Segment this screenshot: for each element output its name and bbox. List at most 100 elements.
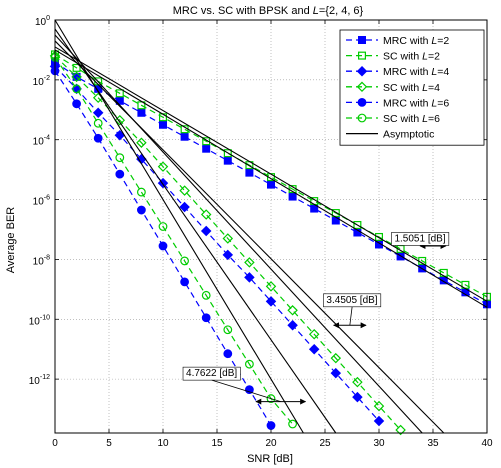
marker-square	[245, 168, 254, 177]
marker-square	[358, 35, 367, 44]
marker-diamond	[222, 249, 234, 261]
marker-circle	[136, 187, 146, 197]
annotation-label: 1.5051 [dB]	[394, 233, 445, 244]
marker-circle	[201, 313, 211, 323]
marker-diamond	[352, 391, 363, 403]
annotation-leader	[211, 379, 281, 402]
marker-square	[358, 51, 367, 60]
marker-diamond	[136, 137, 147, 148]
marker-circle	[158, 241, 168, 251]
asymptote-line	[54, 49, 488, 308]
marker-square	[288, 192, 297, 201]
marker-diamond	[373, 415, 385, 427]
marker-circle	[223, 325, 233, 335]
series-4	[50, 66, 276, 430]
series-asymptotic	[54, 19, 488, 434]
legend-entry-1: SC with L=2	[346, 51, 440, 63]
asymptote-line	[54, 40, 445, 434]
marker-square	[202, 144, 211, 153]
marker-square	[375, 232, 384, 241]
marker-circle	[93, 118, 103, 128]
legend-entry-0: MRC with L=2	[346, 35, 449, 47]
y-tick-label: 10-6	[33, 195, 50, 208]
annotation-2: 4.7622 [dB]	[182, 366, 307, 405]
marker-circle	[93, 133, 103, 143]
marker-diamond	[92, 107, 104, 119]
annotation-layer: 1.5051 [dB] 3.4505 [dB] 4.7622 [dB]	[182, 232, 450, 405]
marker-diamond	[373, 400, 385, 412]
marker-diamond	[308, 328, 320, 340]
marker-diamond	[244, 257, 255, 268]
marker-diamond	[330, 352, 342, 364]
legend-label: MRC with L=2	[383, 35, 449, 47]
marker-square	[202, 137, 211, 146]
marker-diamond	[308, 343, 320, 355]
marker-circle	[223, 349, 233, 359]
y-tick-label: 10-2	[33, 75, 50, 88]
x-tick-label: 25	[319, 438, 331, 449]
y-tick-label: 10-12	[29, 374, 50, 387]
marker-diamond	[244, 272, 255, 283]
marker-square	[223, 149, 232, 158]
marker-square	[267, 180, 276, 189]
legend-label: SC with L=2	[383, 51, 440, 63]
marker-diamond	[200, 225, 212, 237]
marker-diamond	[157, 161, 169, 172]
y-tick-label: 10-8	[33, 254, 50, 267]
legend-label: Asymptotic	[383, 129, 434, 141]
marker-circle	[72, 84, 81, 94]
x-axis-label: SNR [dB]	[247, 453, 293, 465]
x-tick-label: 10	[157, 438, 169, 449]
marker-square	[331, 209, 340, 218]
marker-diamond	[352, 376, 363, 388]
marker-circle	[180, 256, 190, 266]
legend-label: MRC with L=6	[383, 97, 449, 109]
series-layer	[49, 50, 492, 436]
x-tick-label: 0	[52, 438, 58, 449]
marker-square	[223, 156, 232, 165]
legend-entry-3: SC with L=4	[346, 81, 440, 94]
y-tick-label: 10-10	[29, 314, 50, 327]
legend-label: MRC with L=4	[383, 66, 449, 78]
asymptote-line	[54, 28, 337, 434]
marker-circle	[72, 99, 81, 109]
y-axis-label: Average BER	[5, 207, 17, 274]
series-line	[54, 57, 294, 425]
marker-circle	[357, 113, 367, 123]
axes: 0 5 10 15 20 25 30 35 40 100 10-2 10-4 10-6 10-8 10-10…	[29, 15, 493, 449]
annotation-label: 3.4505 [dB]	[326, 295, 377, 306]
marker-square	[115, 89, 124, 98]
marker-circle	[180, 277, 190, 287]
x-tick-label: 5	[106, 438, 112, 449]
legend-entry-4: MRC with L=6	[346, 97, 449, 109]
marker-diamond	[287, 320, 298, 331]
marker-square	[137, 108, 146, 117]
y-tick-label: 10-4	[33, 135, 50, 148]
marker-diamond	[330, 367, 342, 379]
marker-circle	[136, 205, 146, 215]
marker-square	[353, 221, 362, 230]
marker-diamond	[395, 424, 406, 436]
marker-diamond	[179, 185, 190, 196]
asymptotic-layer	[54, 19, 488, 434]
marker-diamond	[287, 305, 298, 316]
annotation-0: 1.5051 [dB]	[391, 232, 450, 249]
marker-circle	[288, 419, 298, 429]
marker-square	[310, 204, 319, 213]
marker-diamond	[179, 201, 190, 213]
marker-diamond	[265, 281, 277, 292]
asymptote-line	[54, 46, 488, 302]
marker-diamond	[114, 129, 126, 141]
series-2	[49, 61, 385, 427]
marker-circle	[357, 97, 367, 107]
annotation-leader	[349, 306, 353, 326]
marker-square	[159, 120, 168, 129]
marker-diamond	[200, 209, 212, 220]
chart-title: MRC vs. SC with BPSK and L={2, 4, 6}	[173, 5, 364, 17]
marker-diamond	[265, 296, 277, 307]
legend-box	[339, 29, 485, 146]
marker-circle	[201, 290, 211, 300]
marker-circle	[158, 222, 168, 231]
marker-diamond	[222, 233, 234, 244]
